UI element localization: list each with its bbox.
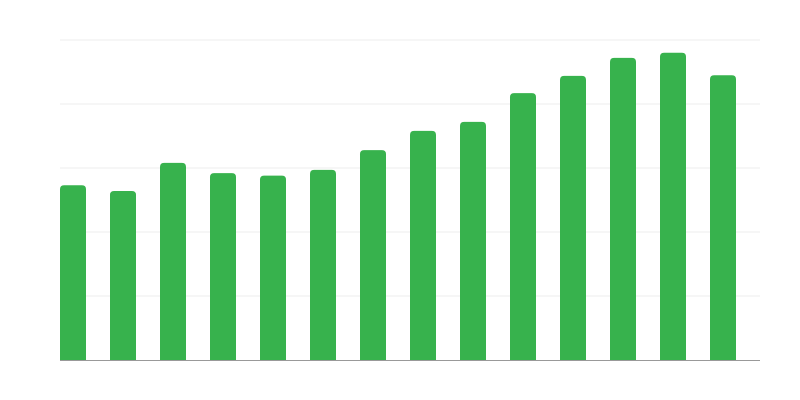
bar (260, 175, 286, 360)
bars (60, 52, 736, 361)
bar (210, 173, 236, 360)
bar (360, 150, 386, 360)
bar (410, 130, 436, 360)
bar (560, 75, 586, 360)
bar (160, 162, 186, 360)
bar (610, 57, 636, 361)
bar (510, 93, 536, 361)
bar (110, 191, 136, 360)
bar (60, 185, 86, 360)
bar (460, 121, 486, 360)
bar (310, 169, 336, 360)
bar (710, 75, 736, 360)
bar (660, 52, 686, 361)
